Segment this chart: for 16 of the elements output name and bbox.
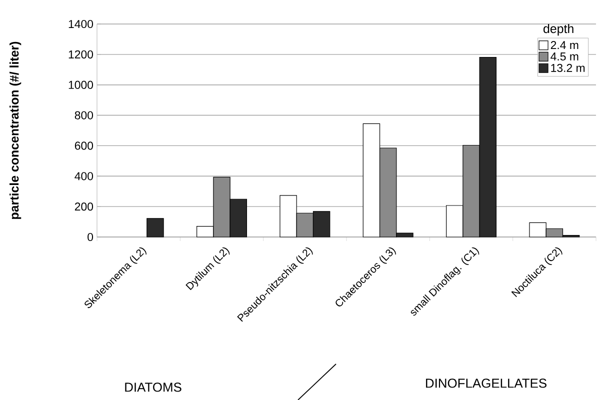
y-tick-label: 800 [74,111,94,120]
y-tick-label: 1200 [68,50,94,58]
text: DIATOMS [125,382,182,392]
y-tick-label: 200 [74,202,94,211]
y-tick-label: 0 [88,232,94,242]
y-tick-label: 400 [74,172,94,180]
legend-label: 13.2 m [551,64,585,72]
text: DINOFLAGELLATES [426,378,546,388]
bar [146,218,164,238]
y-axis-title: particle concentration (#/ liter) [10,42,22,219]
legend-label: 2.4 m [550,41,578,50]
legend-title: depth [544,24,574,36]
y-tick-label: 1400 [68,20,94,28]
legend-label: 4.5 m [550,52,578,61]
y-tick-label: 600 [74,142,94,150]
y-tick-label: 1000 [68,80,94,89]
